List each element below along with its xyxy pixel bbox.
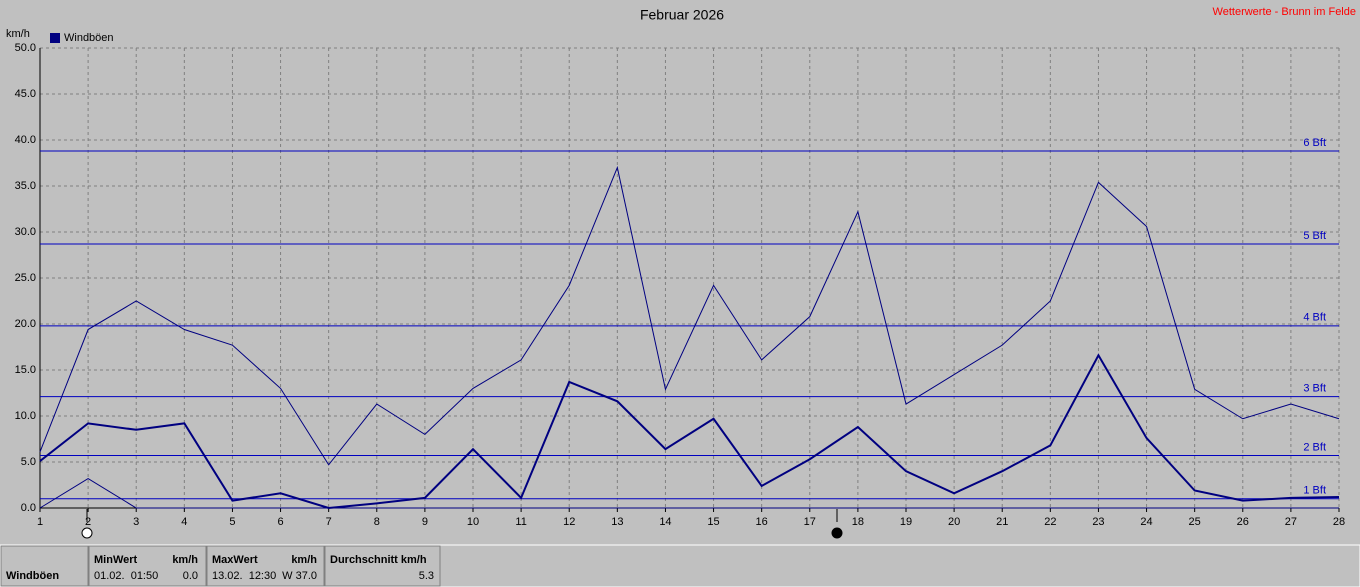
summary-value: 0.0 <box>183 570 198 582</box>
x-tick-label: 14 <box>659 516 671 528</box>
reference-label: 3 Bft <box>1303 383 1326 395</box>
background <box>0 0 1360 545</box>
x-tick-label: 21 <box>996 516 1008 528</box>
summary-table: Windböen MinWert km/h 01.02. 01:50 0.0 M… <box>0 544 1360 587</box>
x-tick-label: 4 <box>181 516 187 528</box>
summary-unit: km/h <box>291 554 317 566</box>
full-moon <box>81 527 93 539</box>
x-tick-label: 16 <box>756 516 768 528</box>
summary-bg <box>0 544 1360 587</box>
y-tick-label: 15.0 <box>15 364 36 376</box>
y-tick-label: 10.0 <box>15 410 36 422</box>
x-tick-label: 25 <box>1189 516 1201 528</box>
x-tick-label: 22 <box>1044 516 1056 528</box>
summary-time: 01.02. 01:50 <box>94 570 158 582</box>
summary-unit: km/h <box>172 554 198 566</box>
x-tick-label: 26 <box>1237 516 1249 528</box>
y-tick-label: 50.0 <box>15 42 36 54</box>
x-tick-label: 3 <box>133 516 139 528</box>
y-tick-label: 45.0 <box>15 88 36 100</box>
summary-value: 5.3 <box>419 570 434 582</box>
x-tick-label: 19 <box>900 516 912 528</box>
chart-title: Februar 2026 <box>640 7 724 23</box>
source: Wetterwerte - Brunn im Felde <box>1213 6 1356 18</box>
reference-label: 2 Bft <box>1303 441 1326 453</box>
cell <box>206 545 325 587</box>
x-tick-label: 2 <box>85 516 91 528</box>
x-tick-label: 13 <box>611 516 623 528</box>
y-tick-label: 35.0 <box>15 180 36 192</box>
y-tick-label: 0.0 <box>21 502 36 514</box>
x-tick-label: 7 <box>326 516 332 528</box>
data-line <box>39 353 1340 510</box>
legend-swatch <box>50 33 60 43</box>
y-tick-label: 40.0 <box>15 134 36 146</box>
y-tick-label: 25.0 <box>15 272 36 284</box>
x-tick-label: 11 <box>515 516 526 528</box>
x-tick-label: 8 <box>374 516 380 528</box>
moon-markers <box>81 509 843 539</box>
y-axis-label: km/h <box>6 28 30 40</box>
cell <box>88 545 207 587</box>
x-tick-label: 10 <box>467 516 479 528</box>
x-tick-label: 27 <box>1285 516 1297 528</box>
data-line <box>39 165 1340 466</box>
reference-label: 1 Bft <box>1303 485 1326 497</box>
x-tick-label: 1 <box>37 516 43 528</box>
cell <box>0 545 89 587</box>
x-tick-label: 23 <box>1092 516 1104 528</box>
legend-label: Windböen <box>64 32 114 44</box>
new-moon <box>831 527 843 539</box>
x-tick-label: 9 <box>422 516 428 528</box>
x-tick-label: 24 <box>1140 516 1152 528</box>
data-line <box>39 477 1339 509</box>
reference-label: 6 Bft <box>1303 137 1326 149</box>
x-tick-label: 5 <box>229 516 235 528</box>
x-tick-label: 20 <box>948 516 960 528</box>
summary-value: W 37.0 <box>282 570 317 582</box>
x-tick-label: 15 <box>707 516 719 528</box>
y-tick-label: 20.0 <box>15 318 36 330</box>
y-tick-label: 5.0 <box>21 456 36 468</box>
summary-header: MinWert <box>94 554 138 566</box>
summary-time: 13.02. 12:30 <box>212 570 276 582</box>
x-tick-label: 6 <box>277 516 283 528</box>
x-tick-label: 17 <box>804 516 816 528</box>
x-tick-label: 12 <box>563 516 575 528</box>
summary-name: Windböen <box>6 570 59 582</box>
cell <box>324 545 441 587</box>
y-tick-label: 30.0 <box>15 226 36 238</box>
reference-label: 4 Bft <box>1303 312 1326 324</box>
x-tick-label: 18 <box>852 516 864 528</box>
reference-label: 5 Bft <box>1303 230 1326 242</box>
summary-header: MaxWert <box>212 554 258 566</box>
x-tick-label: 28 <box>1333 516 1345 528</box>
summary-header: Durchschnitt km/h <box>330 554 427 566</box>
